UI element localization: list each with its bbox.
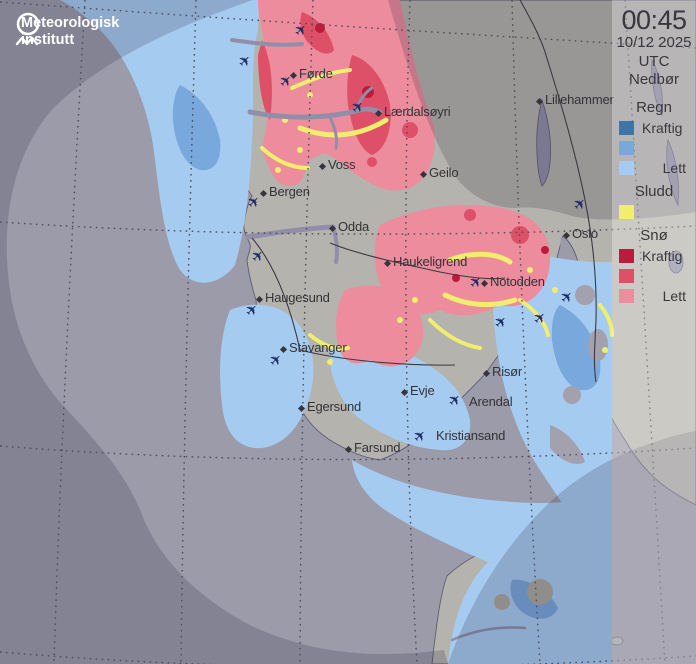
legend-swatch-icon xyxy=(619,120,634,135)
city-label: Egersund xyxy=(307,399,362,414)
city-label: Lærdalsøyri xyxy=(384,104,451,119)
city-marker-icon xyxy=(297,404,306,413)
logo-line2: institutt xyxy=(21,32,75,49)
time-display: 00:45 xyxy=(621,5,687,35)
timezone-label: UTC xyxy=(638,52,670,70)
airport-icon: ✈ xyxy=(347,97,369,118)
legend-swatch-label: Kraftig xyxy=(642,119,683,136)
city-label: Farsund xyxy=(354,440,401,455)
city-marker-icon xyxy=(383,259,392,268)
airport-icon: ✈ xyxy=(290,20,312,41)
airport-icon: ✈ xyxy=(265,350,287,371)
airport-icon: ✈ xyxy=(529,308,551,329)
city-label: Haukeligrend xyxy=(393,254,468,269)
met-institute-logo: Meteorologisk institutt xyxy=(12,10,119,49)
legend-row xyxy=(619,204,696,219)
legend-swatch-label: Kraftig xyxy=(642,247,683,264)
city-label: Notodden xyxy=(490,274,545,289)
city-marker-icon xyxy=(344,445,353,454)
legend-row: Lett xyxy=(619,287,696,304)
legend-row: Lett xyxy=(619,159,696,176)
city-label: Lillehammer xyxy=(545,92,614,107)
legend-swatch-icon xyxy=(619,140,634,155)
airport-icon: ✈ xyxy=(234,51,256,72)
legend-swatch-icon xyxy=(619,160,634,175)
legend-swatch-label: Lett xyxy=(662,159,686,176)
city-marker-icon xyxy=(328,224,337,233)
city-label: Bergen xyxy=(269,184,310,199)
city-label: Førde xyxy=(299,66,333,81)
date-display: 10/12 2025 xyxy=(616,34,692,52)
city-label: Oslo xyxy=(572,226,598,241)
legend-swatch-icon xyxy=(619,248,634,263)
admin-borders-dark xyxy=(251,0,597,383)
airport-icon: ✈ xyxy=(409,426,431,447)
city-label: Risør xyxy=(492,364,523,379)
airport-icon: ✈ xyxy=(241,300,263,321)
legend-section-title-sludd: Sludd xyxy=(634,183,674,201)
rain-gaps-land xyxy=(494,285,608,610)
city-marker-icon xyxy=(419,170,428,179)
city-marker-icon xyxy=(255,295,264,304)
legend-row: Kraftig xyxy=(619,247,696,264)
city-marker-icon xyxy=(482,369,491,378)
city-label: Evje xyxy=(410,383,435,398)
city-label: Odda xyxy=(338,219,370,234)
legend-swatch-icon xyxy=(619,268,634,283)
legend-swatch-label: Lett xyxy=(662,287,686,304)
met-circle-zigzag-icon xyxy=(15,12,40,46)
legend-sections: Regn Kraftig Lett Sludd Snø Kraftig Lett xyxy=(612,99,696,304)
airport-icon: ✈ xyxy=(444,390,466,411)
city-label: Arendal xyxy=(469,394,513,409)
precipitation-snow-moderate xyxy=(258,12,529,244)
city-marker-icon xyxy=(318,162,327,171)
city-marker-icon xyxy=(259,189,268,198)
airport-icon: ✈ xyxy=(465,272,487,293)
legend-swatch-icon xyxy=(619,288,634,303)
precipitation-sleet xyxy=(260,68,614,351)
legend-section-title-snø: Snø xyxy=(640,227,668,245)
legend-panel: 00:45 10/12 2025 UTC Nedbør Regn Kraftig L… xyxy=(612,0,696,664)
city-marker-icon xyxy=(374,109,383,118)
airport-icon: ✈ xyxy=(243,192,265,213)
airport-icon: ✈ xyxy=(490,312,512,333)
info-panel: 00:45 10/12 2025 UTC Nedbør xyxy=(612,0,696,89)
logo-line1: Meteorologisk xyxy=(21,15,120,31)
airport-icon: ✈ xyxy=(247,246,269,267)
city-label: Voss xyxy=(328,157,356,172)
city-label: Stavanger xyxy=(289,340,347,355)
city-marker-icon xyxy=(562,231,571,240)
legend-row xyxy=(619,140,696,155)
city-label: Kristiansand xyxy=(436,428,506,443)
legend-section-title-regn: Regn xyxy=(636,99,672,117)
legend-swatch-icon xyxy=(619,204,634,219)
city-label: Geilo xyxy=(429,165,459,180)
city-marker-icon xyxy=(279,345,288,354)
logo-text: Meteorologisk institutt xyxy=(21,10,119,49)
legend-row xyxy=(619,268,696,283)
product-label: Nedbør xyxy=(628,70,680,88)
precipitation-snow-light xyxy=(258,0,551,367)
airport-icon: ✈ xyxy=(556,287,578,308)
airport-icon: ✈ xyxy=(569,194,591,215)
city-marker-icon xyxy=(400,388,409,397)
city-marker-icon xyxy=(535,97,544,106)
legend-row: Kraftig xyxy=(619,119,696,136)
city-label: Haugesund xyxy=(265,290,330,305)
